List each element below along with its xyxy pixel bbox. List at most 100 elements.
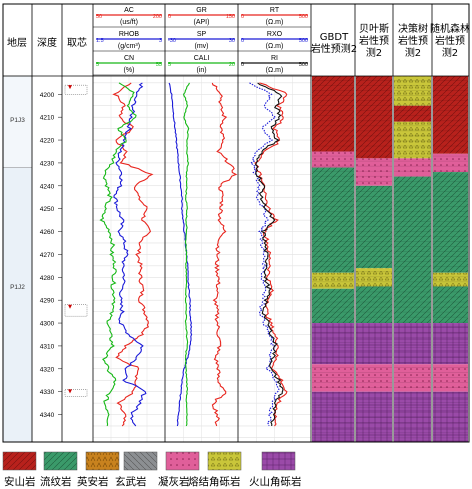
curve-name-rt: RT xyxy=(270,7,280,14)
depth-label: 4220 xyxy=(40,138,55,145)
lithology-interval xyxy=(394,158,431,177)
legend-label: 安山岩 xyxy=(4,475,36,488)
legend-swatch xyxy=(123,451,158,471)
curve-min-ri: 0 xyxy=(241,62,244,68)
lithology-interval xyxy=(356,185,392,269)
curve-min-gr: 0 xyxy=(168,14,171,20)
legend-swatch xyxy=(2,451,37,471)
legend-item: 安山岩 xyxy=(2,451,37,488)
depth-label: 4250 xyxy=(40,206,55,213)
curve-unit-rxo: (Ω.m) xyxy=(266,43,284,50)
lithology-interval xyxy=(433,391,468,442)
depth-label: 4330 xyxy=(40,389,55,396)
lithology-interval xyxy=(356,364,392,392)
strata-column: P1J3 P1J2 xyxy=(2,75,33,443)
core-interval xyxy=(64,304,88,317)
lithology-interval xyxy=(312,364,354,392)
legend-swatch xyxy=(261,451,296,471)
depth-label: 4210 xyxy=(40,115,55,122)
legend-swatch xyxy=(207,451,242,471)
lithology-interval xyxy=(394,121,431,159)
depth-label: 4260 xyxy=(40,229,55,236)
lithology-interval xyxy=(312,272,354,289)
pred-forest-header: 随机森林岩性预测2 xyxy=(430,22,470,59)
curve-max-cn: 55 xyxy=(156,62,162,68)
curve-rxo xyxy=(249,82,280,427)
core-marker-icon xyxy=(68,85,72,90)
lithology-interval xyxy=(433,323,468,365)
legend-swatch xyxy=(165,451,200,471)
lithology-interval xyxy=(312,76,354,152)
lithology-interval xyxy=(394,105,431,122)
curve-name-ri: RI xyxy=(271,55,278,62)
lithology-interval xyxy=(356,76,392,159)
legend-swatch xyxy=(85,451,120,471)
curve-max-rxo: 500 xyxy=(299,38,308,44)
curve-gr xyxy=(211,82,238,427)
legend-item: 流纹岩 xyxy=(40,451,78,488)
core-column xyxy=(64,84,88,397)
lithology-interval xyxy=(312,323,354,365)
curve-max-sp: 30 xyxy=(229,38,235,44)
curve-unit-ac: (us/ft) xyxy=(120,19,138,26)
lithology-interval xyxy=(433,272,468,287)
depth-header: 深度 xyxy=(37,36,57,49)
lithology-interval xyxy=(356,268,392,287)
strata-header: 地层 xyxy=(7,36,27,49)
lithology-interval xyxy=(433,172,468,273)
depth-label: 4200 xyxy=(40,92,55,99)
curve-max-cali: 20 xyxy=(229,62,235,68)
legend-item: 玄武岩 xyxy=(115,451,158,488)
legend-label: 熔结角砾岩 xyxy=(188,475,241,488)
lithology-interval xyxy=(433,153,468,173)
core-marker-icon xyxy=(68,304,72,309)
log-curves xyxy=(99,82,288,427)
curve-unit-gr: (API) xyxy=(194,19,210,26)
curve-cn xyxy=(99,82,137,427)
depth-axis: 4200 4210 4220 4230 4240 4250 4260 4270 4280 4290… xyxy=(40,92,62,419)
outer-border xyxy=(2,3,470,443)
core-interval xyxy=(64,84,88,95)
lithology-interval xyxy=(312,151,354,168)
curve-name-cn: CN xyxy=(124,55,134,62)
curve-unit-sp: (mv) xyxy=(195,43,209,50)
legend-item: 火山角砾岩 xyxy=(249,451,302,488)
curve-unit-ri: (Ω.m) xyxy=(266,67,284,74)
core-interval xyxy=(64,389,88,397)
lithology-interval xyxy=(433,364,468,392)
lithology-interval xyxy=(356,158,392,186)
curve-name-rxo: RXO xyxy=(267,31,283,38)
lithology-interval xyxy=(394,323,431,365)
depth-label: 4300 xyxy=(40,321,55,328)
depth-label: 4270 xyxy=(40,252,55,259)
depth-label: 4280 xyxy=(40,275,55,282)
lithology-prediction-columns xyxy=(312,76,468,442)
depth-label: 4340 xyxy=(40,412,55,419)
curve-ri xyxy=(254,82,284,427)
strata-label: P1J2 xyxy=(10,284,25,291)
legend-swatch xyxy=(43,451,78,471)
legend-label: 玄武岩 xyxy=(115,475,147,488)
curve-name-cali: CALI xyxy=(194,55,210,62)
depth-label: 4240 xyxy=(40,183,55,190)
strata-interval xyxy=(2,167,33,443)
chart-frame xyxy=(2,3,470,443)
pred-tree-header: 决策树岩性预测2 xyxy=(398,22,428,59)
legend-item: 熔结角砾岩 xyxy=(188,451,242,488)
lithology-interval xyxy=(394,76,431,106)
lithology-interval xyxy=(312,391,354,442)
lithology-interval xyxy=(394,364,431,392)
core-header: 取芯 xyxy=(67,36,87,49)
legend-label: 英安岩 xyxy=(77,475,109,488)
lithology-interval xyxy=(356,391,392,442)
strata-interval xyxy=(2,75,33,168)
curve-min-rhob: 1.5 xyxy=(96,38,104,44)
curve-unit-rt: (Ω.m) xyxy=(266,19,284,26)
prediction-column-0 xyxy=(312,76,354,442)
curve-rhob xyxy=(113,82,147,427)
curve-min-rt: 0 xyxy=(241,14,244,20)
curve-unit-rhob: (g/cm³) xyxy=(118,43,140,50)
